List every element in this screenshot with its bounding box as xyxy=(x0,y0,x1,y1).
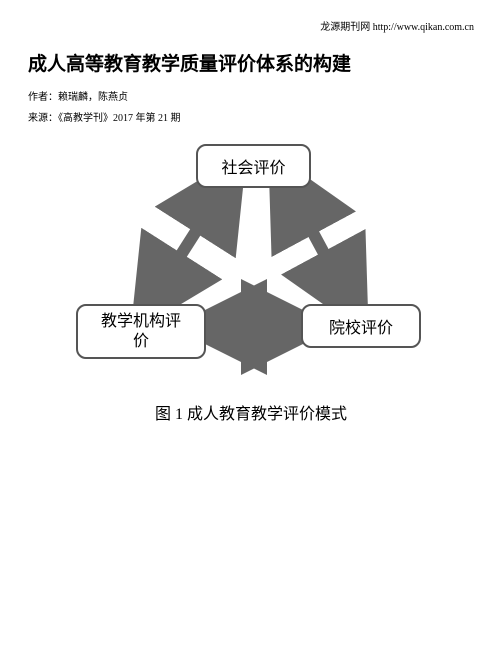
source-text: 《高教学刊》2017 年第 21 期 xyxy=(58,113,181,124)
node-social-eval: 社会评价 xyxy=(196,144,311,188)
author-line: 作者：赖瑞麟，陈燕贞 xyxy=(28,88,474,103)
authors: 赖瑞麟，陈燕贞 xyxy=(58,92,128,103)
site-url: http://www.qikan.com.cn xyxy=(373,22,474,33)
source-label: 来源： xyxy=(28,113,58,124)
node-right-label: 院校评价 xyxy=(329,314,393,338)
evaluation-diagram: 社会评价 教学机构评价 院校评价 xyxy=(71,144,431,394)
node-left-label: 教学机构评价 xyxy=(94,312,188,350)
node-top-label: 社会评价 xyxy=(221,154,285,178)
author-label: 作者： xyxy=(28,92,58,103)
node-institution-eval: 院校评价 xyxy=(301,304,421,348)
node-teaching-org-eval: 教学机构评价 xyxy=(76,304,206,359)
site-name: 龙源期刊网 xyxy=(320,22,370,33)
source-line: 来源：《高教学刊》2017 年第 21 期 xyxy=(28,109,474,124)
page-title: 成人高等教育教学质量评价体系的构建 xyxy=(28,49,474,76)
figure-caption: 图 1 成人教育教学评价模式 xyxy=(28,400,474,424)
header-source: 龙源期刊网 http://www.qikan.com.cn xyxy=(28,18,474,33)
